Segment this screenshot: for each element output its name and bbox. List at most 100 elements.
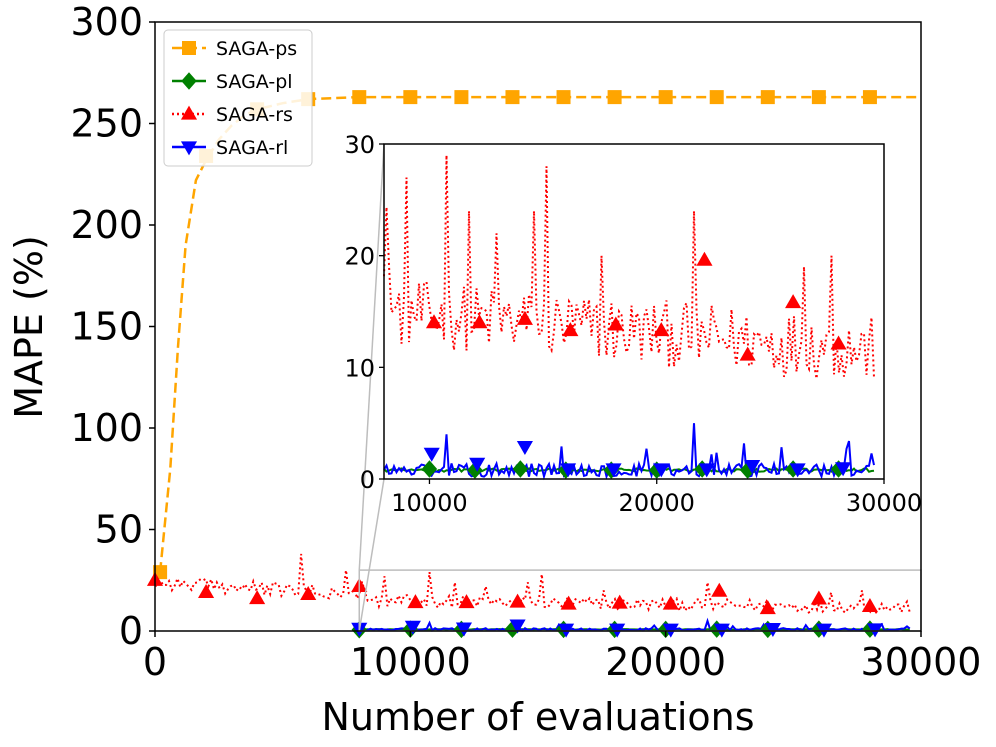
inset-saga-rl-marker [744,460,761,474]
inset-x-tick-label: 20000 [619,489,695,517]
legend-label: SAGA-rl [216,137,288,159]
legend-marker [180,141,198,156]
legend-marker [180,105,198,120]
x-axis-title: Number of evaluations [321,695,754,739]
saga-pl-marker [760,620,776,639]
saga-rs-marker [407,594,424,609]
legend-entry-saga-rl: SAGA-rl [172,137,288,159]
zoom-connector [358,478,385,632]
inset-saga-rs-marker [830,335,847,350]
x-tick-label: 10000 [350,640,471,684]
inset-saga-rs-marker [739,346,756,361]
inset-y-tick-label: 20 [344,243,375,271]
legend-marker [181,72,197,90]
x-tick-label: 20000 [605,640,726,684]
saga-ps-marker [862,90,877,105]
legend-label: SAGA-ps [216,38,297,60]
saga-rs-marker [711,582,728,597]
saga-rs-marker [759,600,776,615]
legend-entry-saga-rs: SAGA-rs [172,104,293,126]
saga-ps-marker [760,90,775,105]
inset-plot-frame [383,143,885,480]
inset-series-markers [421,251,852,479]
inset-plot: 10000 20000 30000 0 10 20 30 [344,131,922,517]
saga-ps-marker [505,90,520,105]
saga-ps-marker [709,90,724,105]
inset-saga-pl-marker [830,460,847,478]
inset-saga-rs-marker [653,322,670,337]
saga-rl-marker [455,622,473,637]
legend-entry-saga-pl: SAGA-pl [172,71,293,93]
inset-saga-rs-marker [425,314,443,329]
saga-pl-marker [811,620,827,638]
inset-saga-rs-marker [516,310,533,325]
saga-pl-marker [709,620,725,638]
inset-saga-rl-marker [653,463,670,478]
inset-saga-rs-marker [696,251,713,266]
inset-saga-rl-marker [516,441,533,456]
inset-saga-rl-marker [560,463,577,478]
zoom-connector [358,143,385,571]
saga-rl-marker [509,619,526,634]
inset-saga-pl-marker [512,460,529,478]
inset-saga-rl-marker [605,463,622,478]
inset-y-tick-label: 10 [344,354,375,382]
inset-saga-rl-marker [469,457,486,472]
x-tick-label: 30000 [861,640,982,684]
saga-ps-marker [454,90,469,105]
y-tick-label: 150 [70,305,143,349]
saga-rs-marker [198,584,215,599]
legend-box [163,29,313,167]
inset-axes: 10000 20000 30000 0 10 20 30 [344,131,922,517]
legend-entry-saga-ps: SAGA-ps [172,38,297,60]
saga-ps-marker [403,90,418,105]
saga-rl-marker [764,622,781,637]
zoom-region-box [358,569,922,632]
saga-rs-line [154,553,911,616]
y-tick-label: 200 [70,203,143,247]
saga-ps-marker [607,90,622,105]
saga-rl-marker [404,620,421,635]
inset-saga-pl-marker [421,460,438,478]
y-tick-label: 50 [95,508,143,552]
saga-rs-marker [458,594,475,609]
inset-saga-rl-marker [835,462,852,477]
saga-rs-marker [560,595,577,610]
inset-x-tick-label: 10000 [391,489,467,517]
legend-marker [182,41,196,55]
saga-ps-line [158,95,921,573]
inset-saga-rs-marker [607,316,624,331]
inset-saga-rl-marker [423,447,440,462]
inset-x-tick-label: 30000 [846,489,922,517]
x-tick-label: 0 [143,640,167,684]
inset-background [384,144,884,479]
saga-rs-marker [662,595,679,610]
saga-ps-marker [811,90,826,105]
saga-rs-marker [509,593,526,608]
inset-y-tick-label: 0 [360,466,375,494]
inset-saga-rs-marker [471,314,488,329]
y-axis-title: MAPE (%) [7,235,51,419]
saga-rs-marker [300,586,317,601]
inset-saga-rs-line [383,155,875,379]
inset-y-tick-label: 30 [344,131,375,159]
y-tick-label: 100 [70,406,143,450]
inset-saga-rl-marker [698,463,715,478]
saga-rs-marker [861,598,878,613]
legend-label: SAGA-rs [216,104,293,126]
saga-ps-marker [556,90,571,105]
y-tick-label: 0 [119,609,143,653]
inset-saga-rs-marker [562,322,579,337]
y-tick-label: 250 [70,102,143,146]
legend: SAGA-ps SAGA-pl SAGA-rs SAGA-rl [163,29,313,167]
saga-ps-marker [352,90,367,105]
inset-saga-rl-marker [789,463,806,478]
saga-rs-marker [611,594,628,609]
saga-rs-marker [810,590,827,605]
inset-saga-rs-marker [785,294,802,309]
saga-rs-marker [249,590,266,605]
legend-label: SAGA-pl [216,71,293,93]
saga-ps-marker [658,90,673,105]
